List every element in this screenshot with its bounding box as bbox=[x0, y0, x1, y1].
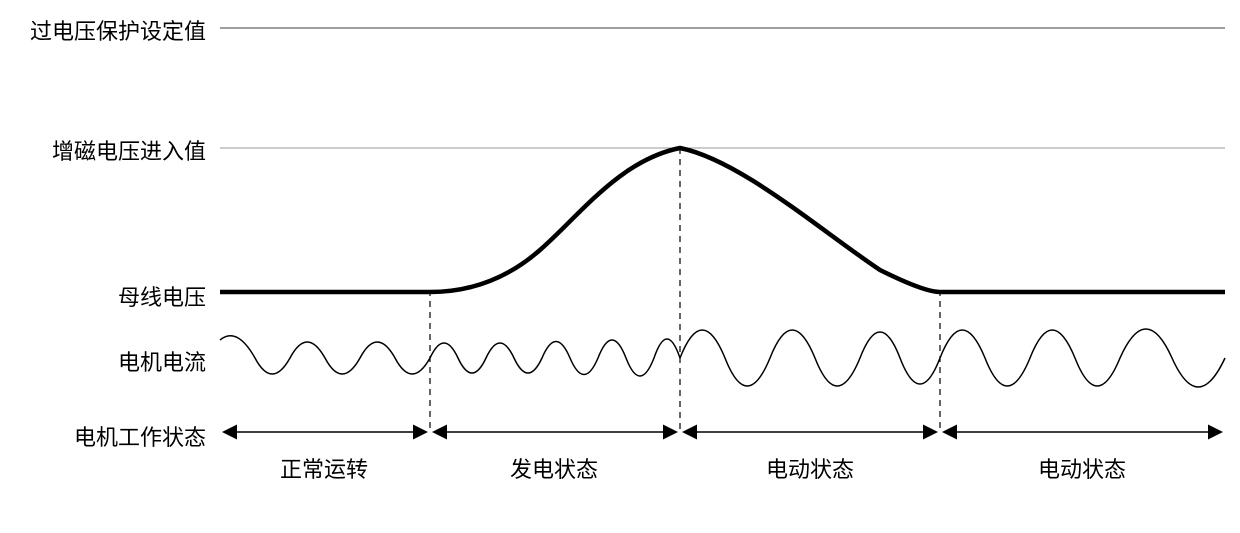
motor-current-label: 电机电流 bbox=[118, 345, 206, 377]
bus-voltage-label: 母线电压 bbox=[118, 280, 206, 312]
bus-voltage-curve bbox=[220, 148, 1225, 292]
flux-boost-voltage-label: 增磁电压进入值 bbox=[52, 134, 206, 166]
motor-work-state-label: 电机工作状态 bbox=[74, 420, 206, 452]
state-generating: 发电状态 bbox=[510, 452, 598, 484]
state-motoring-1: 电动状态 bbox=[766, 452, 854, 484]
state-normal-operation: 正常运转 bbox=[280, 452, 368, 484]
overvoltage-protection-label: 过电压保护设定值 bbox=[30, 14, 206, 46]
motor-current-wave bbox=[220, 329, 1225, 387]
state-motoring-2: 电动状态 bbox=[1038, 452, 1126, 484]
